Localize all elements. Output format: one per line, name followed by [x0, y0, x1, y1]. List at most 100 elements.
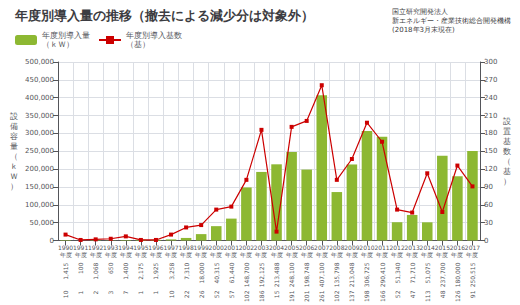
svg-text:年度: 年度: [301, 251, 313, 258]
svg-text:置: 置: [503, 127, 511, 136]
svg-text:2005: 2005: [284, 244, 299, 251]
svg-text:113: 113: [424, 290, 431, 302]
svg-text:年度: 年度: [90, 251, 102, 258]
svg-text:150: 150: [484, 147, 497, 155]
svg-text:180: 180: [484, 129, 497, 137]
svg-text:57: 57: [228, 290, 235, 298]
svg-text:18,000: 18,000: [198, 262, 205, 283]
svg-text:2008: 2008: [329, 244, 344, 251]
svg-text:50,000: 50,000: [30, 219, 55, 227]
svg-text:100: 100: [77, 262, 84, 274]
svg-text:47: 47: [409, 290, 416, 298]
svg-text:年度: 年度: [331, 251, 343, 258]
svg-text:71,710: 71,710: [409, 262, 416, 283]
svg-text:192,125: 192,125: [258, 262, 265, 287]
svg-text:基: 基: [503, 137, 511, 146]
svg-text:102: 102: [333, 290, 340, 302]
svg-text:40,315: 40,315: [213, 262, 220, 283]
svg-text:設: 設: [503, 117, 511, 126]
svg-text:年度: 年度: [75, 251, 87, 258]
svg-text:年度: 年度: [406, 251, 418, 258]
svg-text:年度: 年度: [421, 251, 433, 258]
svg-text:51,340: 51,340: [394, 262, 401, 283]
svg-text:137: 137: [348, 290, 355, 302]
svg-text:年度: 年度: [466, 251, 478, 258]
svg-text:1998: 1998: [178, 244, 193, 251]
svg-text:213,048: 213,048: [348, 262, 355, 287]
svg-text:120: 120: [484, 165, 497, 173]
svg-text:148,700: 148,700: [243, 262, 250, 287]
svg-text:201: 201: [303, 290, 310, 302]
svg-text:250,000: 250,000: [25, 147, 54, 155]
svg-text:407,100: 407,100: [318, 262, 325, 287]
svg-text:52: 52: [394, 290, 401, 298]
svg-text:7: 7: [122, 290, 129, 294]
svg-text:1993: 1993: [103, 244, 118, 251]
svg-text:年度: 年度: [391, 251, 403, 258]
svg-text:0: 0: [484, 237, 488, 245]
svg-text:15: 15: [273, 290, 280, 298]
svg-text:2014: 2014: [420, 244, 435, 251]
svg-text:年度別導入量: 年度別導入量: [42, 31, 90, 40]
svg-text:300,000: 300,000: [25, 129, 54, 137]
svg-text:2010: 2010: [359, 244, 374, 251]
svg-text:30: 30: [484, 219, 493, 227]
svg-text:2017: 2017: [465, 244, 480, 251]
svg-text:Ｗ: Ｗ: [10, 172, 18, 181]
svg-text:容: 容: [10, 132, 18, 141]
svg-text:年度: 年度: [195, 251, 207, 258]
svg-text:198: 198: [363, 290, 370, 302]
svg-text:248,100: 248,100: [288, 262, 295, 287]
svg-text:年度: 年度: [210, 251, 222, 258]
svg-text:2016: 2016: [450, 244, 465, 251]
svg-text:年度: 年度: [120, 251, 132, 258]
svg-text:年度: 年度: [361, 251, 373, 258]
svg-text:年度: 年度: [150, 251, 162, 258]
svg-text:年度別導入量の推移（撤去による減少分は対象外）: 年度別導入量の推移（撤去による減少分は対象外）: [14, 8, 314, 23]
svg-text:数: 数: [503, 147, 511, 156]
svg-text:52: 52: [213, 290, 220, 298]
svg-text:300: 300: [484, 58, 497, 66]
svg-text:150,000: 150,000: [25, 183, 54, 191]
svg-text:61,440: 61,440: [228, 262, 235, 283]
svg-text:2: 2: [92, 290, 99, 294]
svg-text:2003: 2003: [254, 244, 269, 251]
svg-text:1992: 1992: [88, 244, 103, 251]
svg-text:年度: 年度: [286, 251, 298, 258]
svg-text:2015: 2015: [435, 244, 450, 251]
svg-text:年度: 年度: [376, 251, 388, 258]
svg-text:1995: 1995: [133, 244, 148, 251]
svg-text:22: 22: [183, 290, 190, 298]
svg-text:年度: 年度: [135, 251, 147, 258]
svg-text:500,000: 500,000: [25, 58, 54, 66]
svg-text:2002: 2002: [239, 244, 254, 251]
svg-text:450,000: 450,000: [25, 76, 54, 84]
svg-text:（: （: [10, 152, 18, 161]
svg-text:1: 1: [77, 290, 84, 294]
svg-text:102: 102: [243, 290, 250, 302]
svg-text:）: ）: [503, 177, 511, 186]
svg-text:量: 量: [10, 142, 18, 151]
svg-text:1,415: 1,415: [62, 262, 69, 279]
svg-text:191: 191: [288, 290, 295, 302]
svg-text:2012: 2012: [389, 244, 404, 251]
svg-text:1996: 1996: [148, 244, 163, 251]
svg-text:年度: 年度: [436, 251, 448, 258]
svg-text:210: 210: [484, 112, 497, 120]
svg-text:（ｋＷ）: （ｋＷ）: [42, 40, 74, 49]
svg-text:ｋ: ｋ: [10, 162, 18, 171]
svg-text:180,000: 180,000: [454, 262, 461, 287]
svg-text:400,000: 400,000: [25, 94, 54, 102]
svg-text:2004: 2004: [269, 244, 284, 251]
svg-text:年度: 年度: [451, 251, 463, 258]
svg-text:100,000: 100,000: [25, 201, 54, 209]
svg-text:650: 650: [107, 262, 114, 274]
svg-text:48: 48: [439, 290, 446, 298]
svg-text:126: 126: [454, 290, 461, 302]
svg-text:240: 240: [484, 94, 497, 102]
svg-text:新エネルギー・産業技術総合開発機構: 新エネルギー・産業技術総合開発機構: [392, 17, 511, 25]
svg-text:年度: 年度: [255, 251, 267, 258]
svg-text:(2018年3月末現在): (2018年3月末現在): [392, 26, 455, 34]
svg-text:1: 1: [137, 290, 144, 294]
svg-text:年度: 年度: [60, 251, 72, 258]
